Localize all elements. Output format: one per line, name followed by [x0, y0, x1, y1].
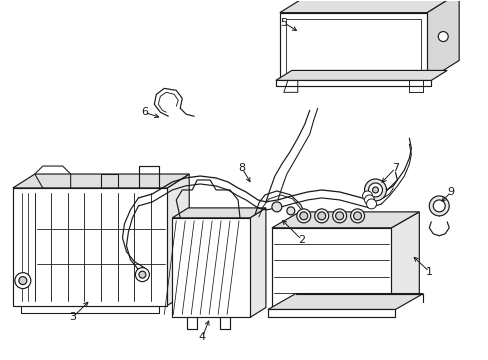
Circle shape	[432, 200, 444, 212]
Text: 7: 7	[391, 163, 398, 173]
Circle shape	[15, 273, 31, 289]
Circle shape	[299, 212, 307, 220]
Text: 5: 5	[280, 18, 287, 28]
Circle shape	[19, 276, 27, 285]
Circle shape	[332, 209, 346, 223]
Polygon shape	[279, 13, 427, 80]
Polygon shape	[275, 71, 447, 80]
Circle shape	[350, 209, 364, 223]
Circle shape	[296, 209, 310, 223]
Circle shape	[271, 202, 281, 212]
Circle shape	[335, 212, 343, 220]
Polygon shape	[271, 212, 419, 228]
Circle shape	[372, 187, 378, 193]
Polygon shape	[172, 208, 265, 218]
Circle shape	[353, 212, 361, 220]
Text: 6: 6	[141, 107, 147, 117]
Text: 9: 9	[447, 187, 454, 197]
Text: 1: 1	[425, 267, 432, 276]
Circle shape	[437, 32, 447, 41]
Circle shape	[362, 191, 372, 201]
Text: 8: 8	[238, 163, 245, 173]
Circle shape	[366, 199, 376, 209]
Circle shape	[364, 195, 374, 205]
Polygon shape	[267, 293, 423, 310]
Polygon shape	[271, 228, 390, 310]
Circle shape	[317, 212, 325, 220]
Polygon shape	[279, 0, 458, 13]
Polygon shape	[172, 218, 249, 318]
Polygon shape	[427, 0, 458, 80]
Circle shape	[135, 268, 149, 282]
Text: 2: 2	[298, 235, 305, 245]
Circle shape	[314, 209, 328, 223]
Text: 4: 4	[198, 332, 205, 342]
Circle shape	[364, 179, 386, 201]
Polygon shape	[249, 208, 265, 318]
Text: 3: 3	[69, 312, 76, 323]
Polygon shape	[13, 174, 189, 188]
Circle shape	[286, 207, 294, 215]
Polygon shape	[167, 174, 189, 306]
Circle shape	[368, 183, 382, 197]
Polygon shape	[13, 188, 167, 306]
Polygon shape	[267, 310, 395, 318]
Circle shape	[428, 196, 448, 216]
Circle shape	[139, 271, 145, 278]
Polygon shape	[390, 212, 419, 310]
